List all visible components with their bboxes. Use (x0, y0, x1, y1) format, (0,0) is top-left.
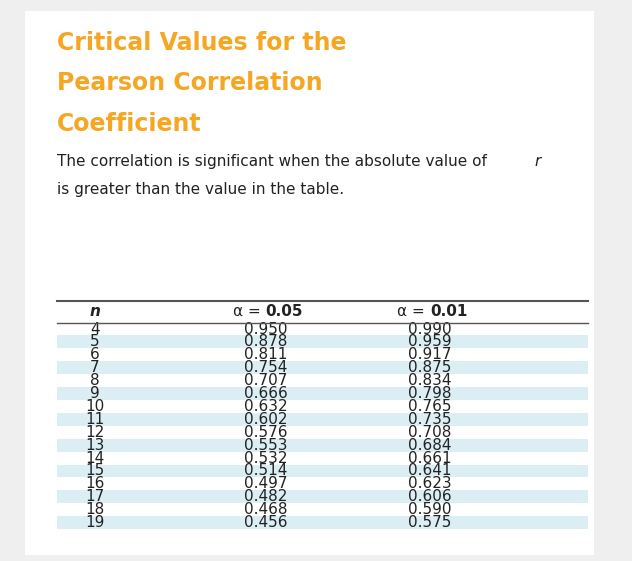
Text: 14: 14 (85, 450, 104, 466)
Text: 0.532: 0.532 (244, 450, 287, 466)
FancyBboxPatch shape (57, 413, 588, 426)
Text: 7: 7 (90, 360, 100, 375)
Text: 17: 17 (85, 489, 104, 504)
Text: 0.456: 0.456 (244, 515, 287, 530)
Text: 0.959: 0.959 (408, 334, 452, 350)
Text: 0.684: 0.684 (408, 438, 451, 453)
Text: 0.632: 0.632 (243, 399, 288, 414)
Text: is greater than the value in the table.: is greater than the value in the table. (57, 182, 344, 197)
Text: 6: 6 (90, 347, 100, 362)
Text: 5: 5 (90, 334, 100, 350)
Text: 18: 18 (85, 502, 104, 517)
Text: 15: 15 (85, 463, 104, 479)
Text: 0.735: 0.735 (408, 412, 451, 427)
Text: 0.798: 0.798 (408, 386, 451, 401)
Text: α =: α = (397, 305, 430, 319)
Text: 4: 4 (90, 321, 100, 337)
Text: 0.575: 0.575 (408, 515, 451, 530)
Text: 0.606: 0.606 (408, 489, 452, 504)
Text: 0.875: 0.875 (408, 360, 451, 375)
Text: 0.708: 0.708 (408, 425, 451, 440)
Text: 0.590: 0.590 (408, 502, 451, 517)
FancyBboxPatch shape (57, 490, 588, 503)
FancyBboxPatch shape (57, 516, 588, 529)
Text: Coefficient: Coefficient (57, 112, 202, 136)
Text: 0.482: 0.482 (244, 489, 287, 504)
Text: 11: 11 (85, 412, 104, 427)
Text: Pearson Correlation: Pearson Correlation (57, 71, 322, 95)
Text: 12: 12 (85, 425, 104, 440)
Text: 0.01: 0.01 (430, 305, 467, 319)
Text: 0.950: 0.950 (244, 321, 287, 337)
Text: 0.917: 0.917 (408, 347, 451, 362)
FancyBboxPatch shape (57, 387, 588, 400)
Text: 0.576: 0.576 (244, 425, 287, 440)
Text: 19: 19 (85, 515, 104, 530)
Text: 0.878: 0.878 (244, 334, 287, 350)
Text: 0.990: 0.990 (408, 321, 452, 337)
FancyBboxPatch shape (57, 335, 588, 348)
Text: 0.553: 0.553 (244, 438, 287, 453)
Text: The correlation is significant when the absolute value of: The correlation is significant when the … (57, 154, 492, 169)
Text: 0.623: 0.623 (408, 476, 452, 491)
Text: 0.765: 0.765 (408, 399, 451, 414)
Text: 10: 10 (85, 399, 104, 414)
Text: 8: 8 (90, 373, 100, 388)
Text: 0.641: 0.641 (408, 463, 451, 479)
Text: r: r (534, 154, 540, 169)
Text: 0.514: 0.514 (244, 463, 287, 479)
Text: 0.602: 0.602 (244, 412, 287, 427)
Text: Critical Values for the: Critical Values for the (57, 31, 346, 55)
Text: 0.497: 0.497 (244, 476, 287, 491)
Text: 0.666: 0.666 (243, 386, 288, 401)
Text: 16: 16 (85, 476, 104, 491)
Text: 0.661: 0.661 (408, 450, 452, 466)
FancyBboxPatch shape (57, 361, 588, 374)
FancyBboxPatch shape (25, 11, 594, 555)
FancyBboxPatch shape (57, 439, 588, 452)
Text: 0.05: 0.05 (265, 305, 303, 319)
Text: α =: α = (233, 305, 265, 319)
Text: 9: 9 (90, 386, 100, 401)
Text: 0.468: 0.468 (244, 502, 287, 517)
FancyBboxPatch shape (57, 465, 588, 477)
Text: n: n (89, 305, 100, 319)
Text: 13: 13 (85, 438, 104, 453)
Text: 0.834: 0.834 (408, 373, 451, 388)
Text: 0.811: 0.811 (244, 347, 287, 362)
Text: 0.707: 0.707 (244, 373, 287, 388)
Text: 0.754: 0.754 (244, 360, 287, 375)
